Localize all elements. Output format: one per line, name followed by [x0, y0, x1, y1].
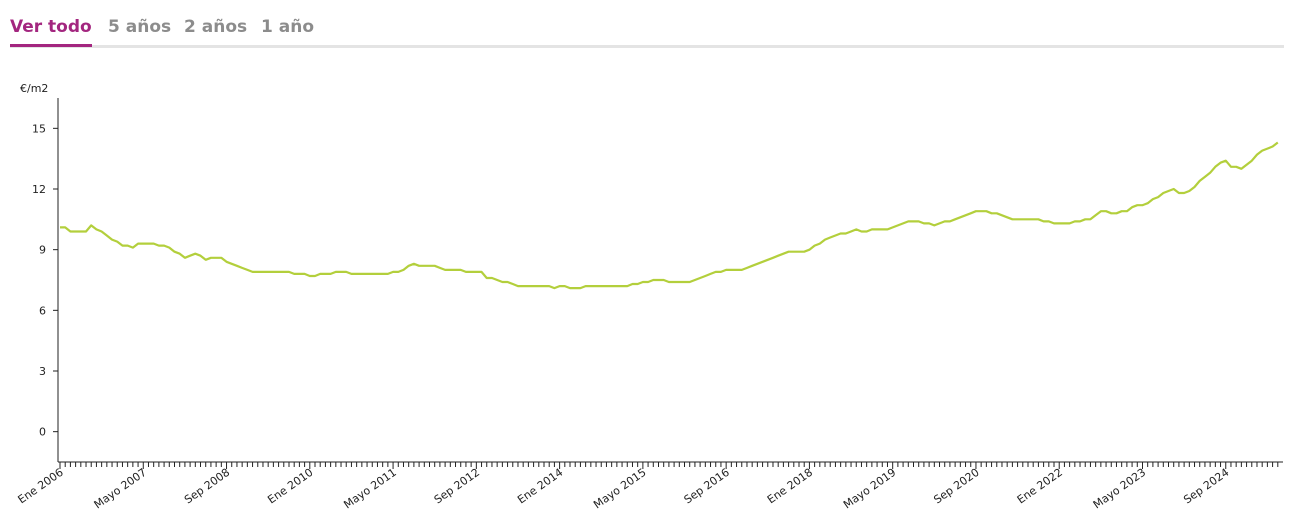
x-tick-label: Sep 2016 [682, 466, 732, 507]
tab[interactable]: 5 años [108, 17, 172, 37]
x-tick-label: Sep 2024 [1181, 466, 1231, 507]
x-tick-label: Ene 2018 [765, 466, 815, 507]
x-tick-label: Sep 2020 [931, 466, 981, 507]
x-tick-label: Mayo 2007 [92, 466, 149, 512]
y-tick-label: 9 [39, 244, 46, 257]
tab[interactable]: 1 año [261, 17, 315, 37]
x-tick-label: Ene 2022 [1015, 466, 1065, 507]
x-tick-label: Mayo 2023 [1091, 466, 1148, 512]
y-tick-label: 6 [39, 304, 46, 317]
x-tick-label: Ene 2014 [515, 466, 565, 507]
x-tick-label: Mayo 2015 [591, 466, 648, 512]
y-tick-label: 3 [39, 365, 46, 378]
y-tick-label: 12 [32, 183, 46, 196]
x-tick-label: Sep 2008 [182, 466, 232, 507]
tab[interactable]: Ver todo [10, 17, 92, 47]
tab-bar: Ver todo 5 años 2 años 1 año [10, 0, 1284, 48]
x-tick-label: Mayo 2011 [341, 466, 398, 512]
x-tick-label: Mayo 2019 [841, 466, 898, 512]
y-tick-label: 15 [32, 122, 46, 135]
x-tick-label: Ene 2006 [16, 466, 66, 507]
tab[interactable]: 2 años [184, 17, 248, 37]
y-axis-label: €/m2 [20, 82, 48, 95]
data-line [60, 141, 1279, 290]
y-tick-label: 0 [39, 426, 46, 439]
x-tick-label: Ene 2010 [265, 466, 315, 507]
x-tick-label: Sep 2012 [432, 466, 482, 507]
